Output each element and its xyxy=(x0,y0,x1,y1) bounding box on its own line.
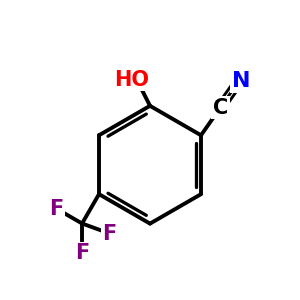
Text: C: C xyxy=(213,98,228,118)
Text: HO: HO xyxy=(114,70,149,90)
Text: F: F xyxy=(50,199,64,219)
Text: N: N xyxy=(232,71,250,91)
Text: F: F xyxy=(75,243,89,263)
Text: F: F xyxy=(103,224,117,244)
